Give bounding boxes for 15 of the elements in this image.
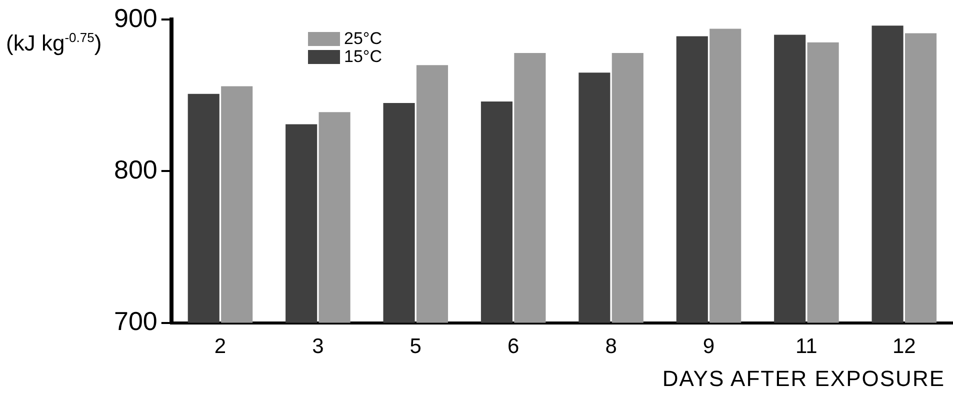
legend-label: 25°C bbox=[344, 29, 382, 49]
y-tick-label: 900 bbox=[114, 2, 158, 33]
x-tick-label: 6 bbox=[507, 335, 520, 358]
x-axis-title: DAYS AFTER EXPOSURE bbox=[662, 366, 945, 392]
x-tick-label: 12 bbox=[892, 335, 916, 358]
x-tick-label: 3 bbox=[312, 335, 324, 358]
x-tick-label: 9 bbox=[702, 335, 715, 358]
y-tick-label: 700 bbox=[114, 306, 158, 336]
legend-label: 15°C bbox=[344, 47, 382, 67]
x-tick-label: 8 bbox=[605, 335, 617, 358]
x-tick-label: 11 bbox=[796, 335, 818, 358]
x-tick-label: 5 bbox=[410, 335, 422, 358]
y-tick-label: 800 bbox=[114, 154, 158, 184]
y-axis-title: (kJ kg$^{-0.75}$) bbox=[6, 30, 102, 56]
x-tick-label: 2 bbox=[214, 335, 226, 358]
